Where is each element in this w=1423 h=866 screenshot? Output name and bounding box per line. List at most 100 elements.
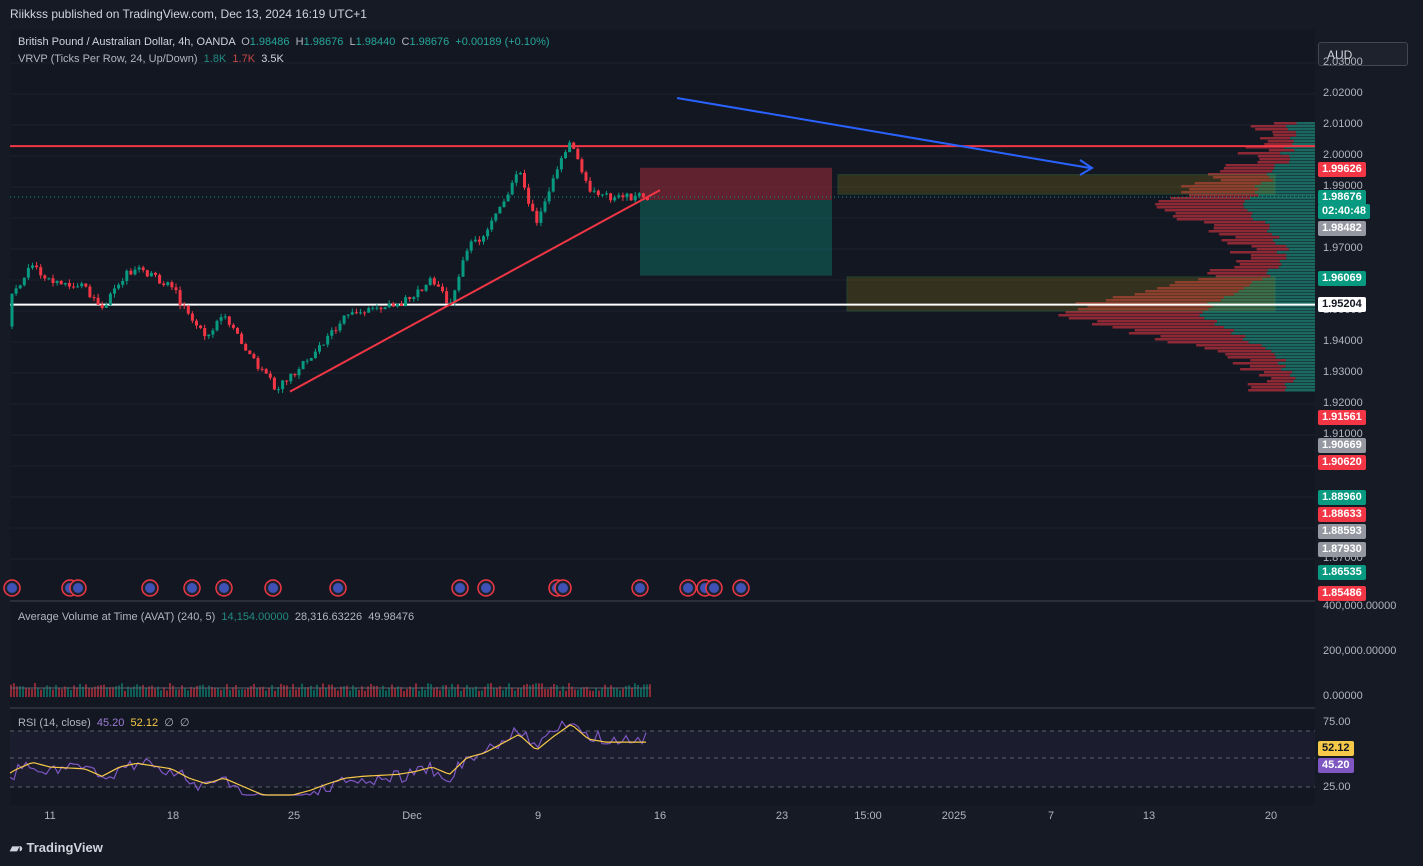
candle-body <box>101 305 104 308</box>
volume-profile-down <box>1250 359 1286 362</box>
candle-body <box>437 284 440 286</box>
take-profit-box <box>640 200 832 276</box>
candle-body <box>507 194 510 201</box>
candle-body <box>293 374 296 375</box>
candle-body <box>457 277 460 291</box>
candle-body <box>552 178 555 191</box>
candle-body <box>158 275 161 284</box>
candle-body <box>175 287 178 290</box>
volume-bar <box>220 690 222 697</box>
volume-profile-up <box>1290 137 1315 140</box>
volume-bar <box>523 685 525 697</box>
volume-profile-down <box>1258 161 1290 164</box>
candle-body <box>347 315 350 316</box>
candle-body <box>408 297 411 299</box>
symbol-label[interactable]: British Pound / Australian Dollar, 4h, O… <box>18 36 235 48</box>
candle-body <box>638 193 641 195</box>
volume-profile-up <box>1286 257 1315 260</box>
volume-bar <box>202 685 204 697</box>
volume-bar <box>427 683 429 697</box>
candle-body <box>281 381 284 390</box>
candle-body <box>515 174 518 182</box>
volume-bar <box>265 691 267 697</box>
candle-body <box>298 369 301 375</box>
tradingview-branding[interactable]: ▰◗ TradingView <box>10 840 103 855</box>
volume-bar <box>547 689 549 697</box>
candle-body <box>539 212 542 223</box>
volume-tick-400k: 400,000.00000 <box>1323 600 1396 612</box>
volume-bar <box>37 687 39 697</box>
candle-body <box>343 316 346 324</box>
volume-bar <box>70 690 72 697</box>
flag-icon <box>73 583 83 593</box>
volume-bar <box>100 685 102 697</box>
volume-bar <box>556 685 558 697</box>
volume-bar <box>130 688 132 697</box>
vrvp-legend[interactable]: VRVP (Ticks Per Row, 24, Up/Down) 1.8K 1… <box>18 53 284 65</box>
volume-bar <box>103 685 105 697</box>
candle-body <box>56 281 59 283</box>
volume-profile-down <box>1259 374 1290 377</box>
volume-bar <box>457 684 459 697</box>
volume-profile-down <box>1155 338 1243 341</box>
volume-bar <box>526 684 528 697</box>
volume-bar <box>505 687 507 697</box>
volume-profile-down <box>1248 389 1285 392</box>
volume-profile-up <box>1252 212 1315 215</box>
rsi-legend[interactable]: RSI (14, close) 45.20 52.12 ∅ ∅ <box>18 716 190 729</box>
volume-bar <box>541 683 543 697</box>
candle-body <box>203 328 206 336</box>
volume-bar <box>535 683 537 697</box>
candle-body <box>19 285 22 288</box>
volume-bar <box>565 691 567 697</box>
volume-profile-down <box>1175 212 1252 215</box>
volume-bar <box>61 689 63 697</box>
candle-body <box>183 305 186 306</box>
candle-body <box>289 374 292 382</box>
volume-profile-down <box>1155 203 1243 206</box>
volume-bar <box>358 690 360 697</box>
volume-profile-up <box>1286 125 1315 128</box>
volume-bar <box>454 687 456 697</box>
volume-profile-down <box>1227 242 1275 245</box>
volume-bar <box>517 688 519 697</box>
candle-body <box>630 194 633 201</box>
candle-body <box>88 287 91 298</box>
volume-profile-down <box>1230 251 1277 254</box>
flag-icon <box>268 583 278 593</box>
volume-bar <box>136 684 138 697</box>
volume-bar <box>181 685 183 697</box>
candle-body <box>363 312 366 313</box>
volume-bar <box>277 687 279 697</box>
candle-body <box>462 260 465 277</box>
volume-bar <box>313 690 315 697</box>
volume-bar <box>598 690 600 697</box>
volume-bar <box>334 688 336 697</box>
volume-profile-up <box>1286 386 1315 389</box>
volume-bar <box>229 690 231 697</box>
candle-body <box>211 330 214 334</box>
candle-body <box>548 191 551 201</box>
supply-demand-zone <box>847 277 1275 311</box>
candle-body <box>609 193 612 200</box>
candle-body <box>531 204 534 211</box>
flag-icon <box>455 583 465 593</box>
volume-bar <box>55 685 57 697</box>
volume-bar <box>394 688 396 697</box>
volume-bar <box>322 683 324 697</box>
volume-bar <box>424 690 426 697</box>
volume-profile-down <box>1264 371 1292 374</box>
high-label: H <box>296 36 304 48</box>
candle-body <box>31 265 34 267</box>
candle-body <box>244 344 247 351</box>
avat-legend[interactable]: Average Volume at Time (AVAT) (240, 5) 1… <box>18 611 414 623</box>
volume-profile-down <box>1272 131 1295 134</box>
volume-profile-up <box>1285 389 1315 392</box>
volume-profile-down <box>1258 155 1289 158</box>
rsi-v4: ∅ <box>180 717 190 729</box>
volume-bar <box>607 688 609 697</box>
price-tick: 2.00000 <box>1323 149 1363 161</box>
candle-body <box>72 287 75 288</box>
candle-body <box>146 270 149 276</box>
